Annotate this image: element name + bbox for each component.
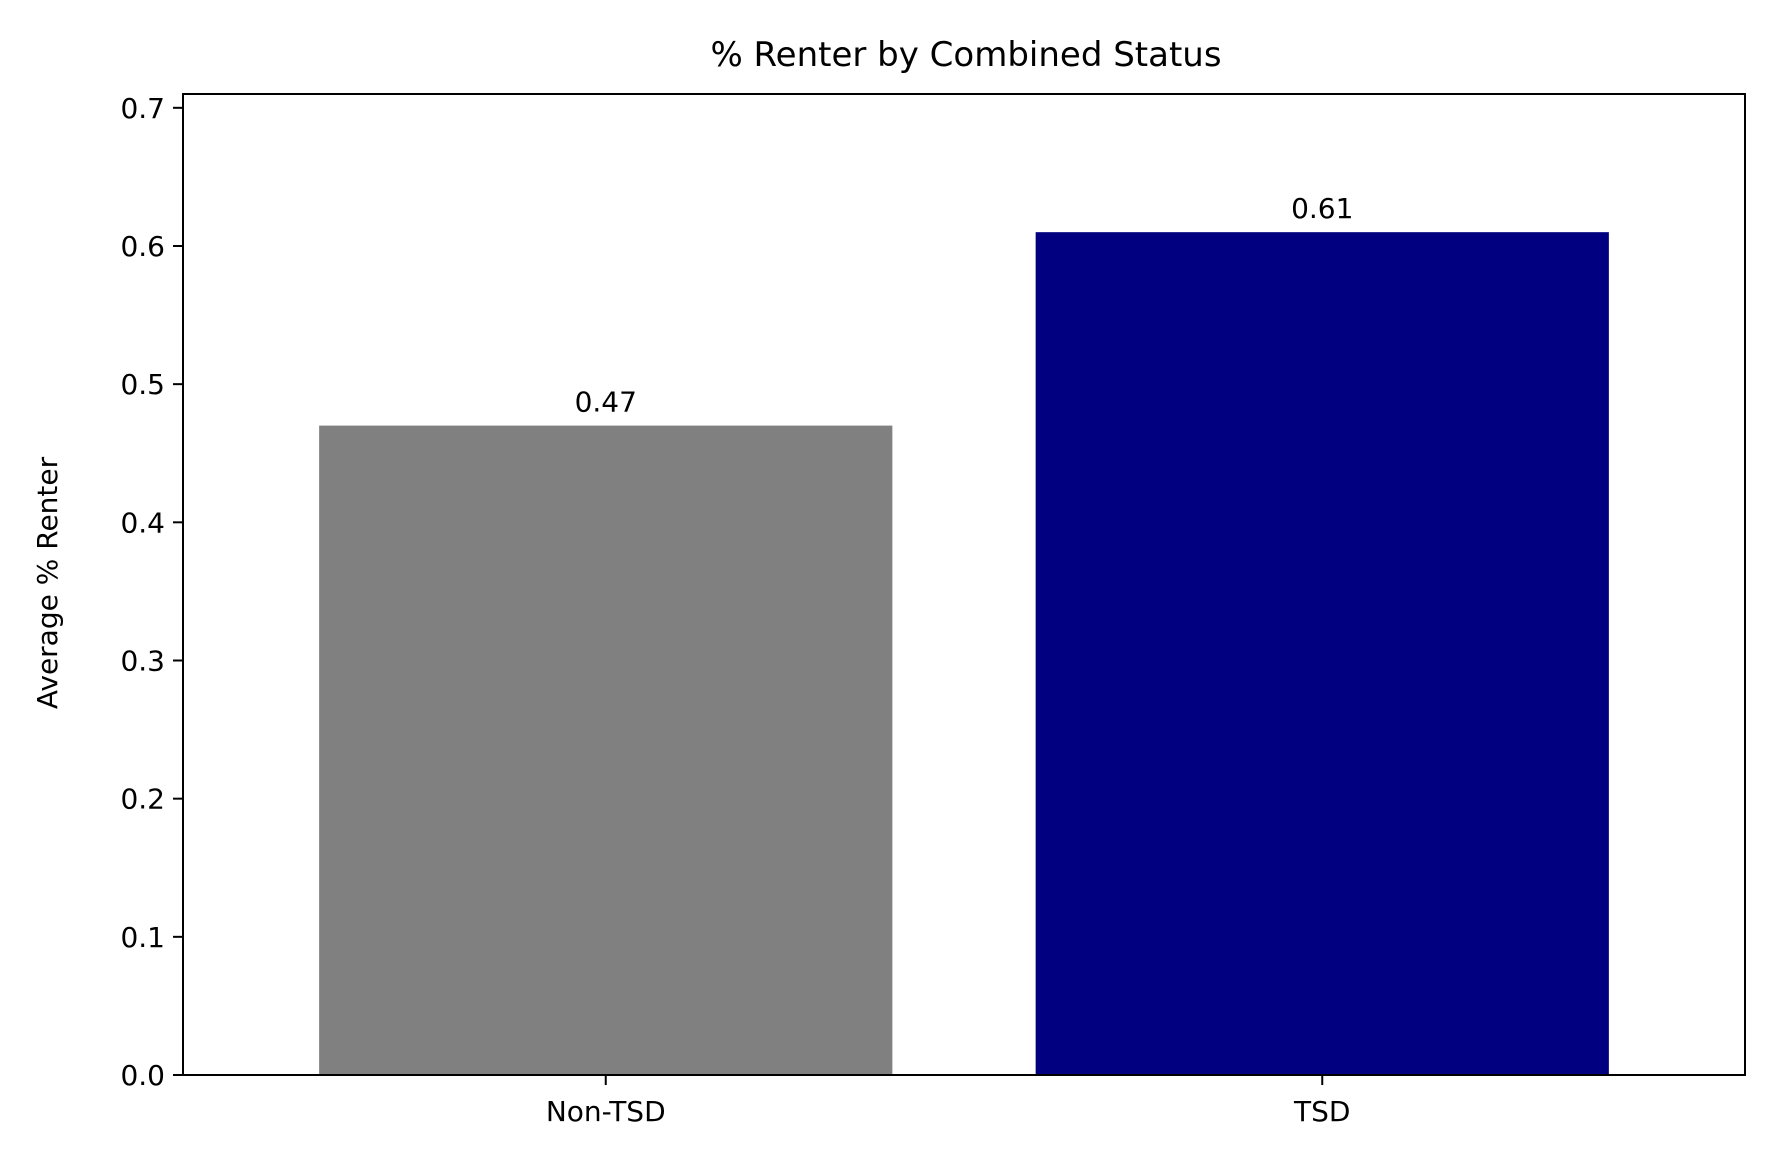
y-tick-label: 0.4 [120,506,165,539]
chart-title: % Renter by Combined Status [710,35,1221,75]
x-axis-ticks: Non-TSD TSD [546,1075,1350,1128]
bar-non-tsd [319,425,893,1076]
bar-tsd [1035,232,1609,1076]
x-tick-label: Non-TSD [546,1095,666,1128]
bars-group [319,232,1609,1076]
y-axis-label: Average % Renter [31,456,64,709]
y-tick-label: 0.3 [120,644,165,677]
y-tick-label: 0.0 [120,1059,165,1092]
y-tick-label: 0.2 [120,783,165,816]
bar-value-label: 0.47 [575,386,637,419]
plot-frame [182,93,1746,1076]
y-tick-label: 0.1 [120,921,165,954]
y-axis-ticks: 0.0 0.1 0.2 0.3 0.4 0.5 0.6 0.7 [120,92,183,1092]
x-tick-label: TSD [1293,1095,1350,1128]
y-tick-label: 0.5 [120,368,165,401]
bar-value-label: 0.61 [1291,192,1353,225]
y-tick-label: 0.6 [120,230,165,263]
y-tick-label: 0.7 [120,92,165,125]
value-labels-group: 0.47 0.61 [575,192,1354,418]
